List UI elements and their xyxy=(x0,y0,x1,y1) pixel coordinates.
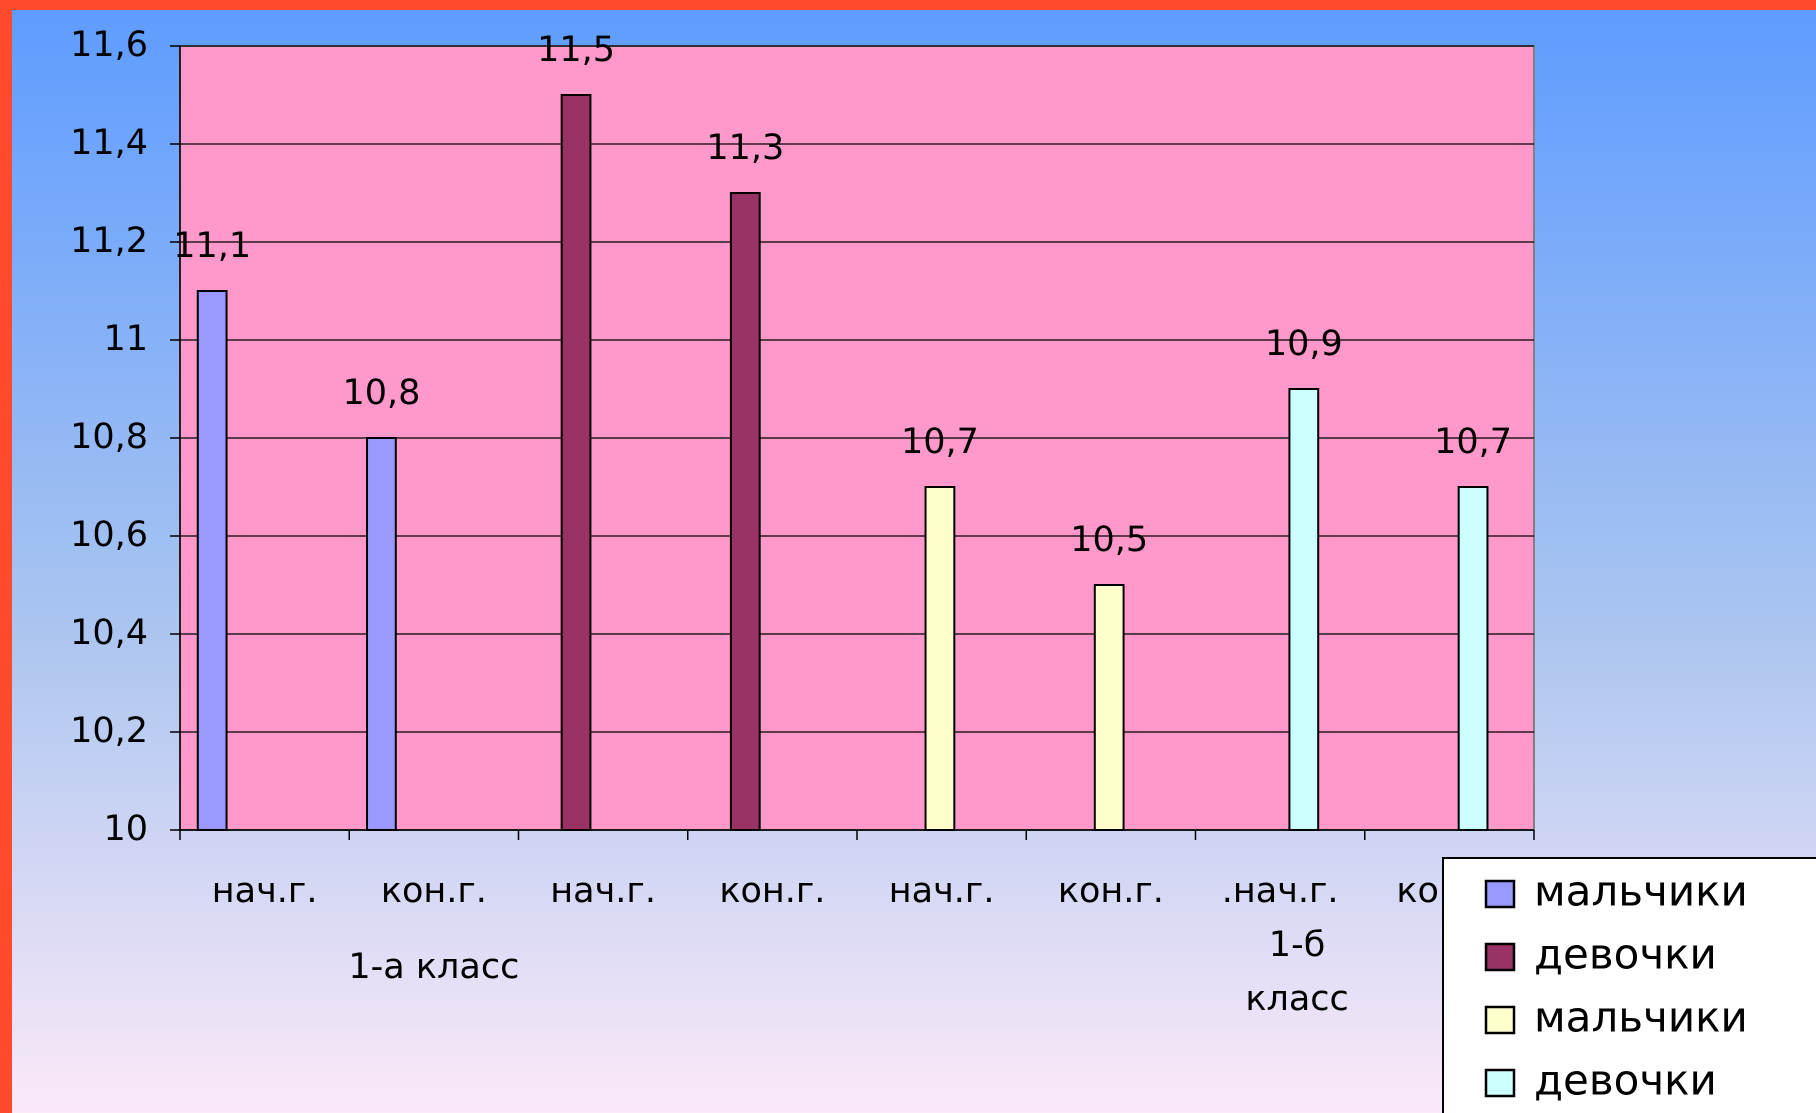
y-tick-label: 10,6 xyxy=(70,515,148,555)
legend-label: девочки xyxy=(1534,1056,1717,1105)
legend-items: мальчики девочки мальчики девочки xyxy=(1484,867,1748,1105)
bar xyxy=(560,94,592,831)
y-tick-label: 11 xyxy=(103,319,148,359)
x-tick-label: нач.г. xyxy=(889,871,995,911)
y-tick-label: 10,2 xyxy=(70,711,148,751)
legend-swatch xyxy=(1484,1068,1516,1098)
data-label: 10,9 xyxy=(1265,324,1343,364)
x-tick-label: кон.г. xyxy=(719,871,825,911)
legend-label: мальчики xyxy=(1534,993,1748,1042)
data-label: 10,7 xyxy=(1434,422,1512,462)
x-tick-label: .нач.г. xyxy=(1222,871,1339,911)
y-tick-label: 10,8 xyxy=(70,417,148,457)
y-tick-label: 10,4 xyxy=(70,613,148,653)
x-tick-label: кон.г. xyxy=(381,871,487,911)
group-label: 1-б класс xyxy=(1245,925,1349,1019)
legend-swatch xyxy=(1484,1005,1516,1035)
bar xyxy=(366,437,397,831)
data-label: 11,3 xyxy=(706,128,784,168)
data-label: 11,1 xyxy=(173,226,251,266)
bar xyxy=(729,192,761,831)
bar xyxy=(924,486,956,831)
legend: мальчики девочки мальчики девочки xyxy=(1442,857,1816,1113)
x-tick-label: нач.г. xyxy=(550,871,656,911)
y-tick-label: 10 xyxy=(103,809,148,849)
data-label: 10,5 xyxy=(1070,520,1148,560)
data-label: 11,5 xyxy=(537,30,615,70)
y-tick-label: 11,6 xyxy=(70,25,148,65)
legend-label: девочки xyxy=(1534,930,1717,979)
x-tick-label: кон.г. xyxy=(1058,871,1164,911)
y-tick-label: 11,4 xyxy=(70,123,148,163)
data-label: 10,7 xyxy=(901,422,979,462)
group-label: 1-а класс xyxy=(348,947,520,987)
bar xyxy=(196,290,228,831)
legend-swatch xyxy=(1484,879,1516,909)
bar xyxy=(1093,584,1125,831)
legend-swatch xyxy=(1484,942,1516,972)
data-label: 10,8 xyxy=(342,373,420,413)
bar xyxy=(1288,388,1320,831)
x-tick-label: нач.г. xyxy=(212,871,318,911)
bar xyxy=(1457,486,1489,831)
legend-label: мальчики xyxy=(1534,867,1748,916)
y-tick-label: 11,2 xyxy=(70,221,148,261)
